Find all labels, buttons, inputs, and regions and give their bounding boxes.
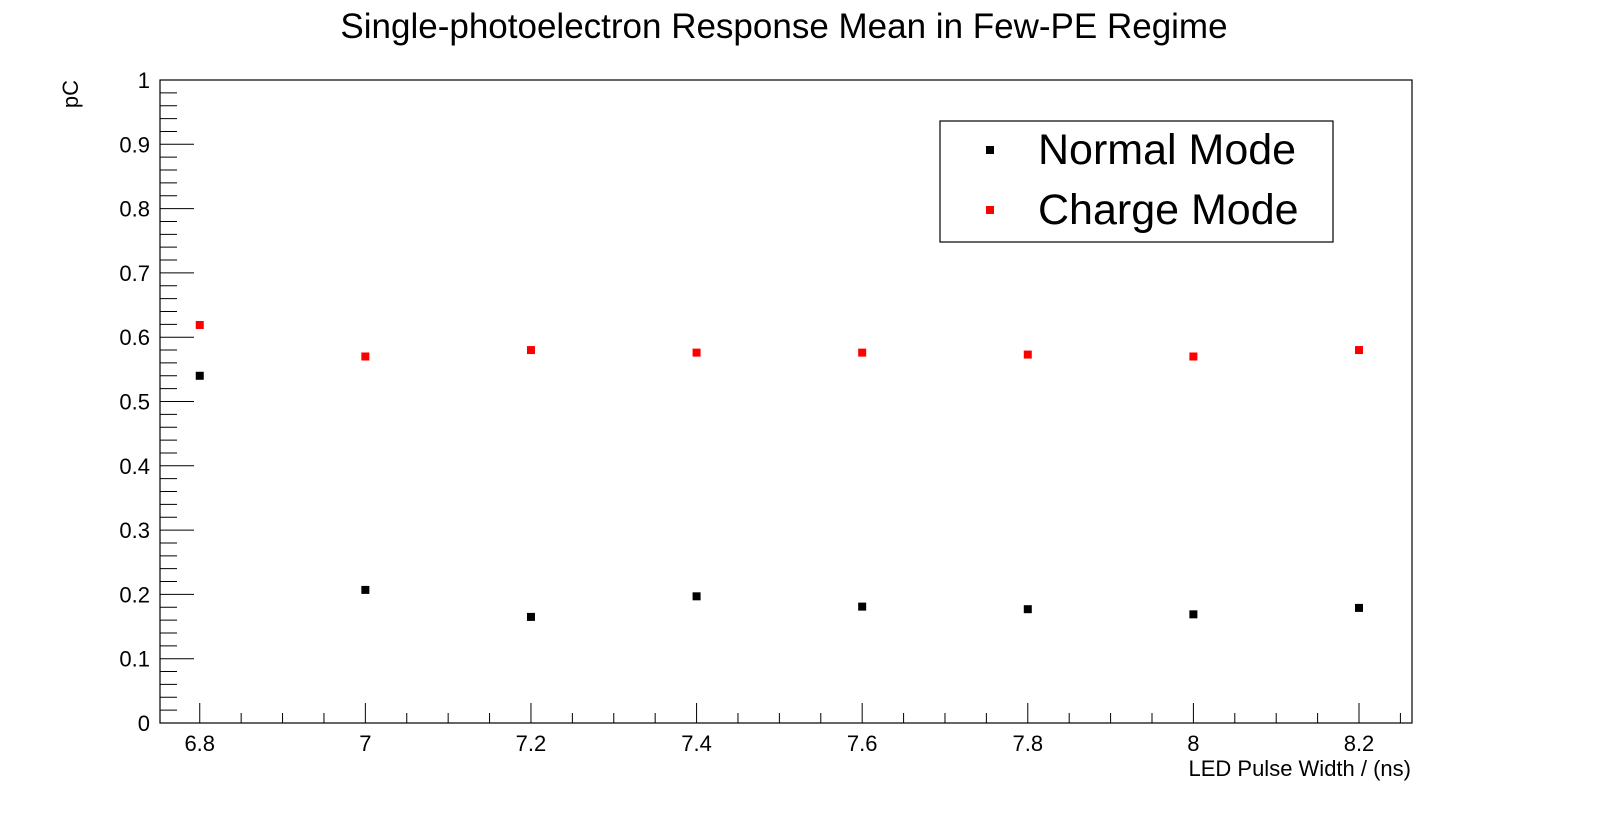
data-point-normal-mode	[195, 371, 204, 380]
y-tick-label: 0.5	[119, 390, 150, 415]
x-tick-label: 8.2	[1344, 731, 1375, 756]
x-tick-label: 7.6	[847, 731, 878, 756]
legend-marker-charge-mode	[986, 206, 994, 214]
y-tick-label: 0.2	[119, 582, 150, 607]
y-axis-ticks	[160, 79, 194, 724]
data-point-charge-mode	[1189, 352, 1198, 361]
y-tick-label: 0.8	[119, 197, 150, 222]
legend-label-normal-mode: Normal Mode	[1038, 126, 1296, 174]
y-tick-label: 0.6	[119, 325, 150, 350]
y-tick-label: 0.4	[119, 454, 150, 479]
data-point-normal-mode	[1189, 610, 1198, 619]
data-point-normal-mode	[526, 612, 535, 621]
y-tick-label: 0.9	[119, 132, 150, 157]
data-point-charge-mode	[1355, 346, 1364, 355]
data-point-normal-mode	[1023, 605, 1032, 614]
legend-box	[939, 120, 1334, 243]
y-axis-tick-labels: 0 0.1 0.2 0.3 0.4 0.5 0.6 0.7 0.8 0.9 1	[119, 68, 150, 736]
y-tick-label: 0	[138, 711, 150, 736]
legend-label-charge-mode: Charge Mode	[1038, 186, 1299, 234]
x-tick-label: 8	[1187, 731, 1199, 756]
data-point-charge-mode	[692, 348, 701, 357]
y-axis-label: pC	[58, 80, 83, 108]
data-point-normal-mode	[692, 592, 701, 601]
data-point-normal-mode	[1355, 603, 1364, 612]
data-point-charge-mode	[1023, 350, 1032, 359]
x-axis-tick-labels: 6.8 7 7.2 7.4 7.6 7.8 8 8.2	[184, 731, 1374, 756]
data-point-normal-mode	[361, 585, 370, 594]
x-axis-label: LED Pulse Width / (ns)	[1188, 756, 1411, 781]
x-tick-label: 6.8	[184, 731, 215, 756]
x-axis-ticks	[199, 703, 1401, 723]
y-tick-label: 0.3	[119, 518, 150, 543]
data-point-charge-mode	[526, 346, 535, 355]
data-point-charge-mode	[361, 352, 370, 361]
y-tick-label: 0.7	[119, 261, 150, 286]
x-tick-label: 7.2	[516, 731, 547, 756]
x-tick-label: 7	[359, 731, 371, 756]
y-tick-label: 0.1	[119, 647, 150, 672]
y-tick-label: 1	[138, 68, 150, 93]
data-point-charge-mode	[858, 348, 867, 357]
x-tick-label: 7.8	[1012, 731, 1043, 756]
data-point-charge-mode	[195, 320, 204, 329]
legend: Normal Mode Charge Mode	[939, 120, 1334, 243]
x-tick-label: 7.4	[681, 731, 712, 756]
data-points	[195, 320, 1364, 621]
legend-marker-normal-mode	[986, 146, 994, 154]
data-point-normal-mode	[858, 602, 867, 611]
chart-title: Single-photoelectron Response Mean in Fe…	[340, 7, 1227, 46]
